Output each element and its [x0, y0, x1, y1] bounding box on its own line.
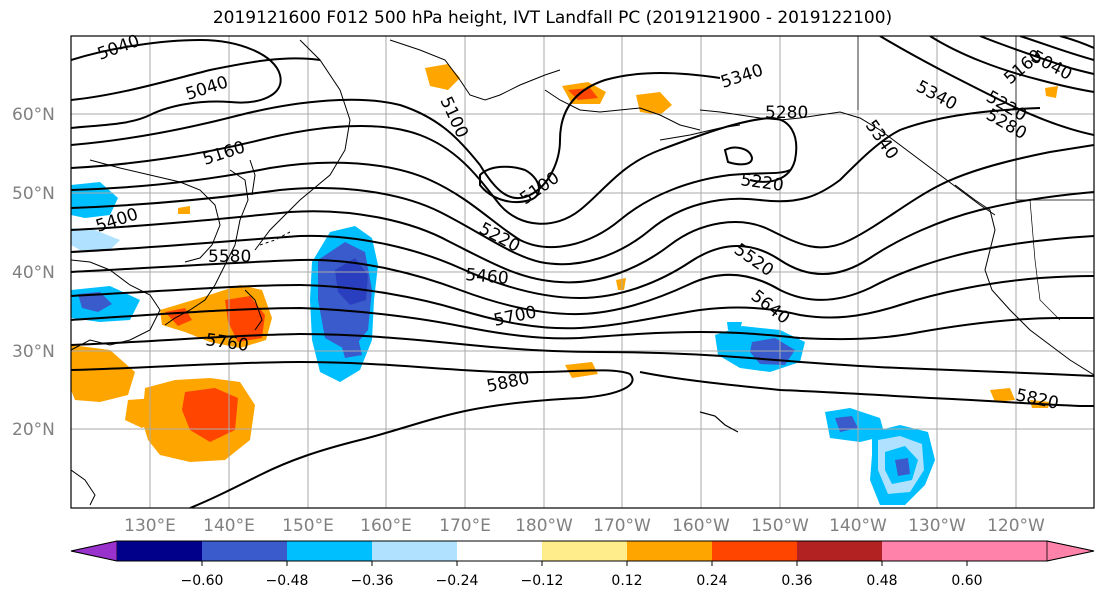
ivt-shading: [71, 64, 1058, 505]
colorbar-seg-8: [712, 541, 797, 561]
contour-label-5160-a: 5160: [200, 137, 247, 169]
colorbar-tick-2: −0.36: [351, 573, 394, 589]
lon-label-150w: 150°W: [751, 516, 809, 536]
contour-label-5340-c: 5340: [913, 77, 961, 115]
colorbar-seg-12: [1046, 540, 1095, 562]
colorbar-seg-1: [117, 541, 202, 561]
colorbar-seg-10: [882, 541, 967, 561]
colorbar-tick-7: 0.36: [781, 573, 812, 589]
lon-label-170e: 170°E: [439, 516, 491, 536]
lon-label-120w: 120°W: [987, 516, 1045, 536]
lon-label-180w: 180°W: [515, 516, 573, 536]
colorbar-seg-9: [797, 541, 882, 561]
colorbar-tick-5: 0.12: [611, 573, 642, 589]
colorbar-seg-4: [372, 541, 457, 561]
lon-label-130w: 130°W: [908, 516, 966, 536]
lon-label-140e: 140°E: [203, 516, 255, 536]
lon-label-170w: 170°W: [593, 516, 651, 536]
height-contours: [71, 36, 1094, 508]
lat-label-40n: 40°N: [12, 263, 55, 283]
contour-label-5220-b: 5220: [739, 170, 785, 196]
colorbar-tick-1: −0.48: [266, 573, 309, 589]
contour-label-5580: 5580: [208, 247, 251, 267]
lat-label-30n: 30°N: [12, 342, 55, 362]
colorbar-seg-2: [202, 541, 287, 561]
colorbar-outline: [70, 540, 1095, 562]
contour-label-5100-a: 5100: [435, 94, 471, 142]
colorbar-tick-9: 0.60: [951, 573, 982, 589]
map-frame: [70, 35, 1095, 509]
lat-label-50n: 50°N: [12, 184, 55, 204]
colorbar-tick-6: 0.24: [696, 573, 727, 589]
lon-label-140w: 140°W: [829, 516, 887, 536]
colorbar-seg-11: [967, 541, 1047, 561]
longitude-labels: 130°E 140°E 150°E 160°E 170°E 180°W 170°…: [124, 516, 1045, 536]
colorbar-tick-marks: [201, 561, 968, 566]
colorbar-tick-3: −0.24: [436, 573, 479, 589]
lon-label-160w: 160°W: [672, 516, 730, 536]
colorbar-tick-0: −0.60: [181, 573, 224, 589]
lon-label-160e: 160°E: [360, 516, 412, 536]
colorbar-tick-4: −0.12: [521, 573, 564, 589]
contour-label-5040-b: 5040: [183, 72, 230, 104]
lat-label-20n: 20°N: [12, 420, 55, 440]
figure-title: 2019121600 F012 500 hPa height, IVT Land…: [212, 8, 893, 28]
lon-label-130e: 130°E: [124, 516, 176, 536]
contour-label-5100-b: 5100: [516, 168, 563, 209]
colorbar: −0.60 −0.48 −0.36 −0.24 −0.12 0.12 0.24 …: [70, 540, 1095, 589]
lon-label-150e: 150°E: [282, 516, 334, 536]
latitude-labels: 60°N 50°N 40°N 30°N 20°N: [12, 105, 55, 440]
colorbar-tick-8: 0.48: [866, 573, 897, 589]
colorbar-seg-3: [287, 541, 372, 561]
contour-label-5820: 5820: [1014, 385, 1060, 414]
colorbar-seg-5: [457, 541, 542, 561]
contour-label-5460: 5460: [465, 265, 510, 289]
contour-label-5280-a: 5280: [765, 103, 808, 123]
colorbar-seg-6: [542, 541, 627, 561]
colorbar-seg-0: [70, 540, 118, 562]
contour-label-5340-b: 5340: [861, 116, 902, 163]
colorbar-seg-7: [627, 541, 712, 561]
contour-label-5340-a: 5340: [718, 60, 765, 92]
lat-label-60n: 60°N: [12, 105, 55, 125]
